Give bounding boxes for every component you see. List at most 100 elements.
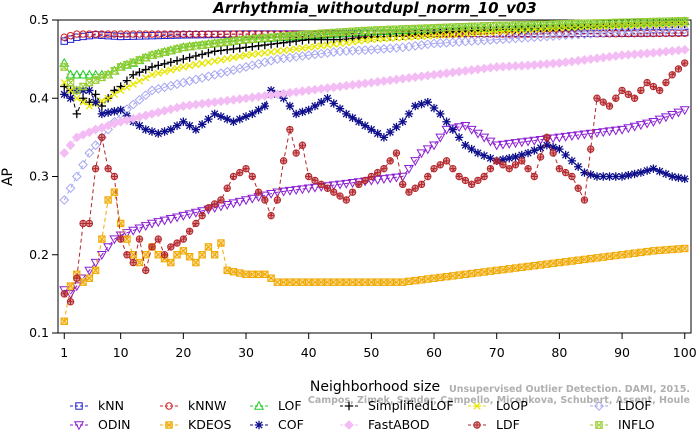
data-point — [222, 200, 233, 210]
data-point — [254, 270, 263, 279]
data-point — [90, 69, 101, 79]
data-point — [204, 58, 213, 66]
data-point — [291, 109, 301, 119]
data-point — [260, 101, 270, 111]
data-point — [605, 172, 614, 181]
data-point — [474, 176, 482, 185]
data-point — [128, 99, 139, 110]
data-point — [298, 278, 307, 286]
data-point — [154, 251, 162, 259]
data-point — [648, 118, 659, 127]
data-point — [511, 161, 520, 169]
x-tick-label: 100 — [673, 345, 697, 360]
data-point — [386, 34, 394, 43]
data-point — [493, 266, 501, 275]
data-point — [649, 247, 658, 255]
data-point — [198, 251, 206, 259]
data-point — [330, 278, 338, 286]
data-point — [561, 258, 570, 266]
data-point — [348, 38, 357, 46]
data-point — [242, 270, 250, 279]
data-point — [128, 57, 139, 67]
data-point — [291, 186, 302, 196]
x-axis-label: Neighborhood size — [310, 379, 440, 395]
data-point — [348, 113, 357, 123]
data-point — [411, 276, 419, 285]
data-point — [303, 184, 314, 194]
data-point — [392, 122, 401, 132]
data-point — [510, 139, 521, 149]
series-line — [63, 23, 685, 107]
y-tick-label: 0.3 — [29, 169, 49, 184]
data-point — [505, 164, 513, 173]
data-point — [681, 244, 689, 253]
y-tick-label: 0.1 — [29, 325, 49, 340]
data-point — [587, 145, 595, 153]
data-point — [555, 164, 564, 173]
data-point — [160, 251, 169, 259]
legend-label: kNN — [98, 398, 124, 413]
data-point — [66, 298, 75, 306]
series-inflo — [59, 17, 690, 95]
data-point — [65, 69, 76, 79]
data-point — [148, 71, 156, 79]
data-point — [248, 50, 256, 59]
data-point — [66, 282, 75, 290]
data-point — [110, 107, 119, 116]
data-point — [109, 235, 120, 245]
data-point — [179, 247, 188, 255]
data-point — [642, 119, 653, 129]
data-point — [154, 235, 162, 243]
data-point — [505, 265, 513, 273]
data-point — [360, 121, 370, 130]
data-point — [104, 196, 112, 204]
data-point — [97, 109, 107, 119]
data-point — [141, 65, 150, 74]
data-point — [317, 42, 325, 50]
data-point — [428, 141, 440, 151]
data-point — [636, 168, 646, 177]
data-point — [586, 170, 595, 179]
data-point — [568, 257, 576, 265]
data-point — [392, 149, 401, 157]
data-point — [109, 67, 119, 75]
data-point — [71, 69, 82, 79]
data-point — [593, 94, 601, 102]
data-point — [417, 276, 426, 284]
data-point — [140, 222, 151, 232]
data-point — [542, 141, 552, 150]
data-point — [668, 71, 676, 79]
data-point — [367, 278, 376, 286]
data-point — [229, 44, 238, 54]
data-point — [334, 180, 346, 190]
data-point — [184, 210, 195, 220]
data-point — [461, 176, 470, 185]
data-point — [292, 278, 300, 286]
legend-label: SimplifiedLOF — [368, 398, 454, 413]
data-point — [123, 251, 131, 259]
data-point — [530, 146, 539, 155]
data-point — [298, 107, 307, 117]
data-point — [560, 132, 571, 142]
data-point — [442, 31, 451, 39]
data-point — [216, 46, 226, 55]
data-point — [216, 112, 226, 121]
data-point — [649, 82, 658, 91]
data-point — [455, 30, 463, 38]
legend-label: COF — [278, 417, 304, 432]
data-point — [497, 140, 509, 150]
data-point — [523, 148, 533, 158]
data-point — [267, 211, 275, 220]
data-point — [204, 204, 213, 212]
chart-title: Arrhythmia_withoutdupl_norm_10_v03 — [212, 0, 536, 17]
data-point — [292, 149, 300, 157]
data-point — [486, 28, 495, 36]
data-point — [518, 157, 526, 165]
data-point — [298, 141, 307, 149]
data-point — [247, 194, 258, 204]
data-point — [173, 239, 181, 247]
data-point — [178, 211, 189, 221]
data-point — [449, 164, 457, 173]
legend-item-odin: ODIN — [70, 417, 131, 432]
data-point — [493, 28, 501, 36]
